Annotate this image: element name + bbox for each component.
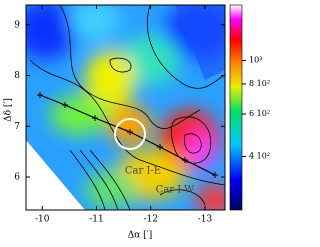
- annotation: Car I-E: [125, 166, 161, 177]
- colorbar-tick-label: 8 10²: [249, 79, 270, 88]
- colorbar-tick-label: 6 10²: [249, 109, 270, 118]
- plot-frame: [25, 4, 226, 211]
- chart: Car I-E Car I-W Δα [′] Δδ [′] -10 -11 -12 -…: [4, 4, 270, 241]
- y-axis-label: Δδ [′]: [4, 98, 14, 122]
- intensity-map: [26, 5, 225, 210]
- x-tick-label: -11: [89, 215, 104, 225]
- colorbar: [229, 4, 243, 211]
- x-tick-label: -10: [35, 215, 50, 225]
- x-tick-label: -13: [198, 215, 213, 225]
- y-tick-label: 8: [14, 71, 20, 81]
- annotation: Car I-W: [156, 185, 195, 196]
- y-tick-label: 6: [14, 173, 20, 183]
- colorbar-tick-label: 4 10²: [249, 152, 270, 161]
- x-tick-label: -12: [143, 215, 158, 225]
- y-tick-label: 9: [14, 20, 20, 30]
- y-tick-label: 7: [14, 122, 20, 132]
- x-axis-label: Δα [′]: [128, 231, 153, 241]
- colorbar-tick-label: 10³: [249, 56, 262, 65]
